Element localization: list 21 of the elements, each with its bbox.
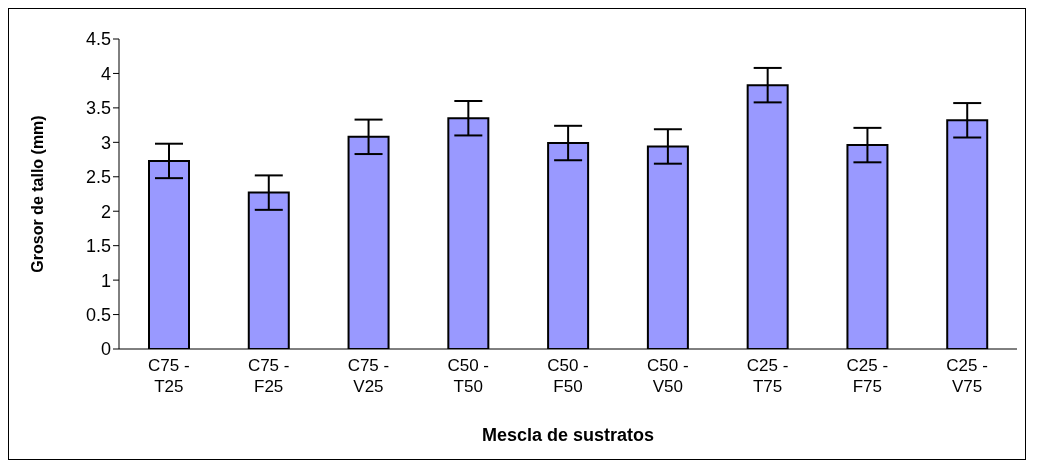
y-tick-label: 0 [100,339,111,360]
x-tick-label: C50 - F50 [547,356,589,396]
x-tick-label: C25 - V75 [946,356,988,396]
x-tick-label: C75 - V25 [347,356,390,396]
x-tick-label: C50 - V50 [646,356,689,396]
x-tick-label: C75 - T25 [148,356,190,396]
x-tick-label: C25 - T75 [746,356,789,396]
y-tick-label: 3 [100,132,111,153]
x-tick-label: C50 - T50 [447,356,490,396]
x-tick-label: C25 - F75 [846,356,889,396]
y-tick-label: 1 [100,270,111,291]
y-tick-label: 4 [100,63,111,84]
y-tick-label: 2 [100,201,111,222]
y-tick-label: 2.5 [85,167,111,188]
x-axis-title: Mescla de sustratos [481,425,655,445]
y-tick-label: 1.5 [85,236,111,257]
y-tick-label: 3.5 [85,98,111,119]
x-tick-label: C75 - F25 [247,356,290,396]
y-axis-title: Grosor de tallo (mm) [28,115,46,273]
y-tick-label: 0.5 [85,304,111,325]
y-tick-label: 4.5 [85,29,111,50]
